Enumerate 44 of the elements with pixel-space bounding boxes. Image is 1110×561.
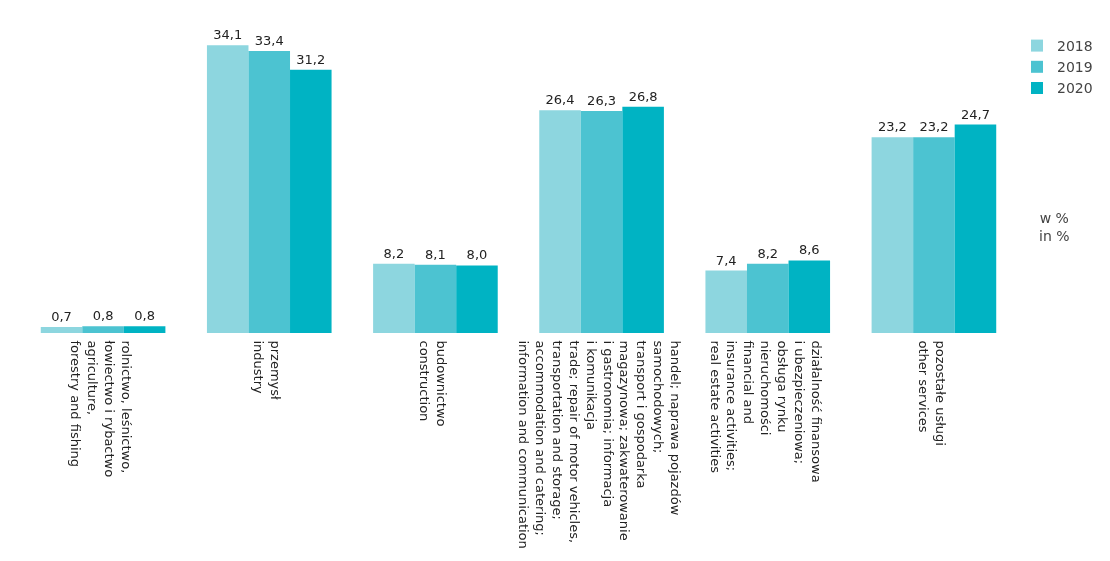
bar xyxy=(123,326,166,333)
data-label: 0,8 xyxy=(92,308,114,324)
data-label: 33,4 xyxy=(254,33,284,49)
data-label: 23,2 xyxy=(877,119,907,135)
bar xyxy=(248,51,291,333)
bar xyxy=(954,124,997,333)
data-label: 24,7 xyxy=(960,106,990,122)
legend-label: 2020 xyxy=(1057,80,1093,97)
bar xyxy=(746,263,789,333)
data-label: 26,4 xyxy=(545,92,575,108)
data-label: 8,6 xyxy=(798,242,820,258)
bar xyxy=(580,110,623,333)
data-label: 8,2 xyxy=(383,245,405,261)
bar xyxy=(206,45,249,333)
bar xyxy=(373,263,415,333)
bar xyxy=(622,106,664,333)
data-label: 8,2 xyxy=(757,245,779,261)
bar xyxy=(456,265,498,333)
bar xyxy=(539,110,581,333)
x-tick-label: rolnictwo, leśnictwo, łowiectwo i rybactwo agriculture, forestry and fishing xyxy=(68,340,134,478)
x-tick-label: przemysł industry xyxy=(251,340,284,401)
bar xyxy=(82,326,124,333)
data-label: 7,4 xyxy=(715,252,737,268)
text: w % in % xyxy=(1039,210,1070,245)
legend-label: 2018 xyxy=(1057,38,1093,55)
data-label: 34,1 xyxy=(213,27,243,43)
data-label: 0,7 xyxy=(51,309,72,325)
data-label: 26,3 xyxy=(587,92,617,108)
data-label: 8,1 xyxy=(425,246,446,262)
x-tick-label: pozostałe usługi other services xyxy=(915,340,948,446)
bar xyxy=(414,264,457,333)
bar xyxy=(871,137,914,333)
data-label: 8,0 xyxy=(466,247,488,263)
bar xyxy=(290,69,332,333)
bar xyxy=(913,137,955,333)
data-label: 31,2 xyxy=(296,51,326,67)
data-label: 23,2 xyxy=(919,119,949,135)
bar xyxy=(705,270,747,333)
data-label: 0,8 xyxy=(134,308,155,324)
data-label: 26,8 xyxy=(628,88,658,104)
bar xyxy=(40,327,83,333)
x-tick-label: budownictwo construction xyxy=(417,340,450,427)
bar xyxy=(788,260,831,333)
legend-label: 2019 xyxy=(1057,59,1093,76)
